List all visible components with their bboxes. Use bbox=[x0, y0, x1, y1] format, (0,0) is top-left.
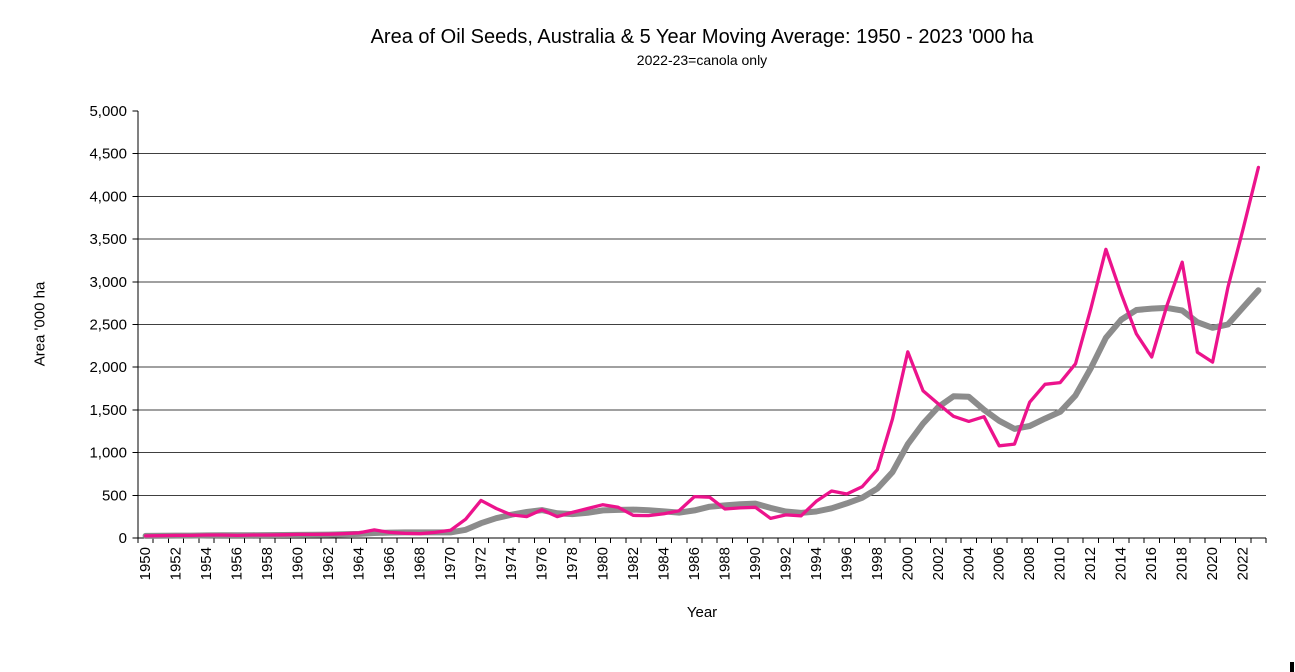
x-tick-label: 1984 bbox=[655, 547, 672, 580]
x-tick-label: 2004 bbox=[960, 547, 977, 580]
x-tick-label: 2018 bbox=[1174, 547, 1191, 580]
x-tick-label: 2002 bbox=[930, 547, 947, 580]
x-tick-label: 2014 bbox=[1113, 547, 1130, 580]
x-tick-label: 1952 bbox=[168, 547, 185, 580]
x-tick-label: 1990 bbox=[747, 547, 764, 580]
x-tick-label: 2020 bbox=[1204, 547, 1221, 580]
x-tick-label: 1954 bbox=[198, 547, 215, 580]
x-tick-label: 1992 bbox=[777, 547, 794, 580]
x-tick-label: 1966 bbox=[381, 547, 398, 580]
x-tick-label: 1988 bbox=[716, 547, 733, 580]
x-tick-label: 1994 bbox=[808, 547, 825, 580]
y-tick-label: 4,500 bbox=[89, 146, 127, 163]
y-tick-label: 3,000 bbox=[89, 274, 127, 291]
moving-average-line bbox=[142, 287, 1262, 539]
chart-title: Area of Oil Seeds, Australia & 5 Year Mo… bbox=[370, 26, 1034, 48]
y-tick-label: 0 bbox=[119, 530, 127, 547]
chart-subtitle: 2022-23=canola only bbox=[636, 52, 768, 68]
x-tick-label: 2000 bbox=[899, 547, 916, 580]
x-tick-label: 1962 bbox=[320, 547, 337, 580]
area-line bbox=[143, 165, 1261, 538]
x-tick-label: 2012 bbox=[1082, 547, 1099, 580]
x-tick-label: 1958 bbox=[259, 547, 276, 580]
x-tick-label: 1976 bbox=[533, 547, 550, 580]
x-tick-label: 1960 bbox=[290, 547, 307, 580]
y-tick-label: 500 bbox=[102, 487, 127, 504]
x-tick-label: 2008 bbox=[1021, 547, 1038, 580]
x-tick-label: 1982 bbox=[625, 547, 642, 580]
x-tick-label: 2022 bbox=[1235, 547, 1252, 580]
x-tick-label: 1964 bbox=[351, 547, 368, 580]
x-tick-label: 1986 bbox=[686, 547, 703, 580]
y-tick-label: 2,000 bbox=[89, 359, 127, 376]
x-tick-label: 1978 bbox=[564, 547, 581, 580]
x-tick-label: 1970 bbox=[442, 547, 459, 580]
x-tick-label: 2006 bbox=[991, 547, 1008, 580]
x-tick-label: 1996 bbox=[838, 547, 855, 580]
y-tick-label: 1,000 bbox=[89, 445, 127, 462]
x-tick-label: 1998 bbox=[869, 547, 886, 580]
y-tick-label: 5,000 bbox=[89, 103, 127, 120]
y-tick-label: 1,500 bbox=[89, 402, 127, 419]
y-tick-label: 2,500 bbox=[89, 317, 127, 334]
x-tick-label: 1980 bbox=[594, 547, 611, 580]
x-tick-label: 1968 bbox=[412, 547, 429, 580]
x-axis-title: Year bbox=[686, 604, 718, 621]
y-tick-label: 3,500 bbox=[89, 231, 127, 248]
x-tick-label: 1972 bbox=[472, 547, 489, 580]
edge-artifact bbox=[1290, 662, 1294, 672]
x-tick-label: 1956 bbox=[229, 547, 246, 580]
x-tick-label: 2016 bbox=[1143, 547, 1160, 580]
x-tick-label: 2010 bbox=[1052, 547, 1069, 580]
x-tick-label: 1950 bbox=[137, 547, 154, 580]
x-tick-label: 1974 bbox=[503, 547, 520, 580]
y-tick-label: 4,000 bbox=[89, 188, 127, 205]
